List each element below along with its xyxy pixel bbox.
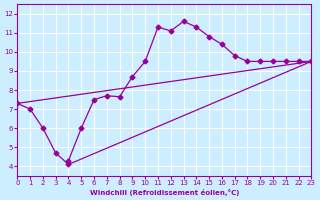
X-axis label: Windchill (Refroidissement éolien,°C): Windchill (Refroidissement éolien,°C) xyxy=(90,189,239,196)
